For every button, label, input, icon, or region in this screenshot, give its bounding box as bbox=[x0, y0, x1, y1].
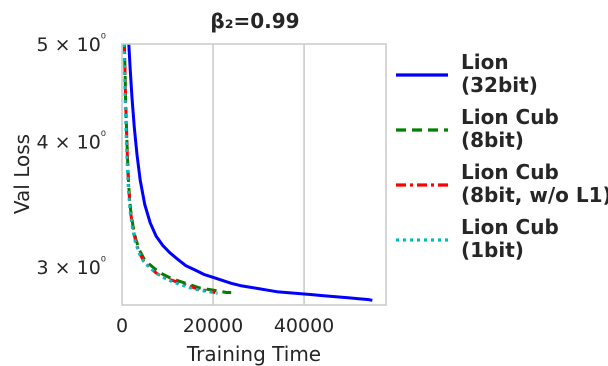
x-tick-label: 40000 bbox=[274, 315, 334, 337]
legend-label: (32bit) bbox=[461, 73, 538, 97]
legend-label: Lion Cub bbox=[461, 105, 559, 129]
x-tick-label: 20000 bbox=[183, 315, 243, 337]
title: β₂=0.99 bbox=[210, 9, 299, 33]
legend-label: (1bit) bbox=[461, 238, 524, 262]
grid bbox=[212, 44, 305, 305]
legend: Lion(32bit)Lion Cub(8bit)Lion Cub(8bit, … bbox=[396, 50, 608, 262]
series-group bbox=[122, 44, 373, 302]
legend-label: Lion Cub bbox=[461, 160, 559, 184]
y-ticks: 3 × 10⁰ 4 × 10⁰ 5 × 10⁰ bbox=[37, 32, 106, 279]
y-tick-label: 4 × 10⁰ bbox=[37, 129, 106, 153]
y-axis-label: Val Loss bbox=[10, 134, 34, 214]
y-tick-label: 5 × 10⁰ bbox=[37, 32, 106, 56]
x-ticks: 0 20000 40000 bbox=[116, 315, 334, 337]
legend-label: Lion bbox=[461, 50, 509, 74]
legend-label: (8bit, w/o L1) bbox=[461, 183, 608, 207]
chart-title: β₂=0.99 bbox=[210, 9, 299, 33]
series-line-3 bbox=[122, 44, 218, 295]
series-line-0 bbox=[127, 44, 373, 302]
plot-frame bbox=[121, 43, 387, 306]
x-tick-label: 0 bbox=[116, 315, 128, 337]
legend-label: Lion Cub bbox=[461, 215, 559, 239]
plot-area bbox=[122, 44, 373, 302]
x-axis-label: Training Time bbox=[186, 342, 321, 366]
y-tick-label: 3 × 10⁰ bbox=[37, 255, 106, 279]
legend-label: (8bit) bbox=[461, 128, 524, 152]
